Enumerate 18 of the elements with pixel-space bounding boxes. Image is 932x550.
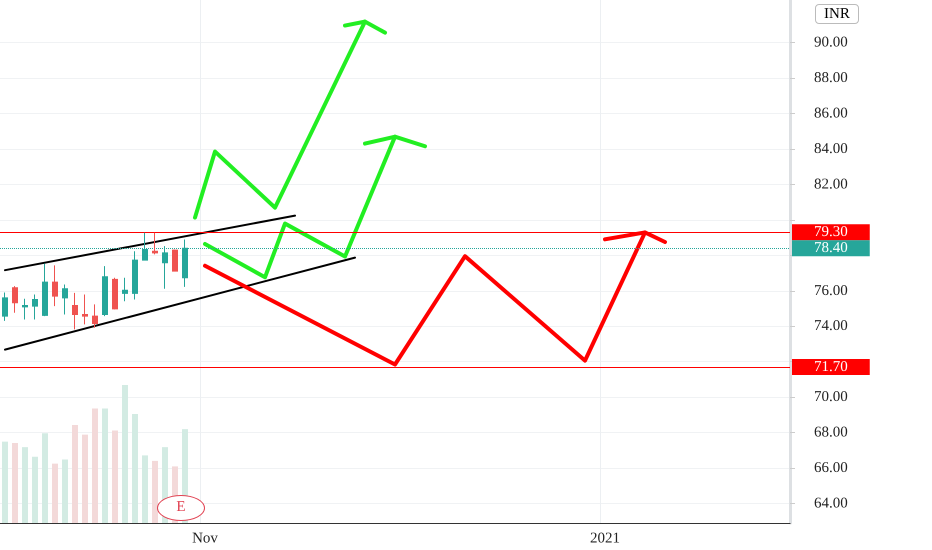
y-tick-label: 74.00 [814,318,848,334]
y-tick-label: 66.00 [814,460,848,476]
y-tick-label: 82.00 [814,176,848,192]
ref-line-label: 79.30 [814,224,848,240]
y-tick-label: 68.00 [814,424,848,441]
ref-line-label: 71.70 [814,358,848,375]
x-tick-label: 2021 [590,530,620,546]
y-tick-label: 86.00 [814,105,848,122]
x-tick-label: Nov [192,530,218,546]
annotation: E [157,495,205,521]
y-axis-title: INR [815,4,859,24]
y-tick-label: 88.00 [814,70,848,86]
y-tick-label: 90.00 [814,34,848,51]
y-tick-label: 64.00 [814,496,848,512]
y-tick-label: 70.00 [814,389,848,406]
y-tick-label: 84.00 [814,140,848,157]
y-tick-label: 76.00 [814,282,848,299]
ref-line-label: 78.40 [814,240,848,256]
